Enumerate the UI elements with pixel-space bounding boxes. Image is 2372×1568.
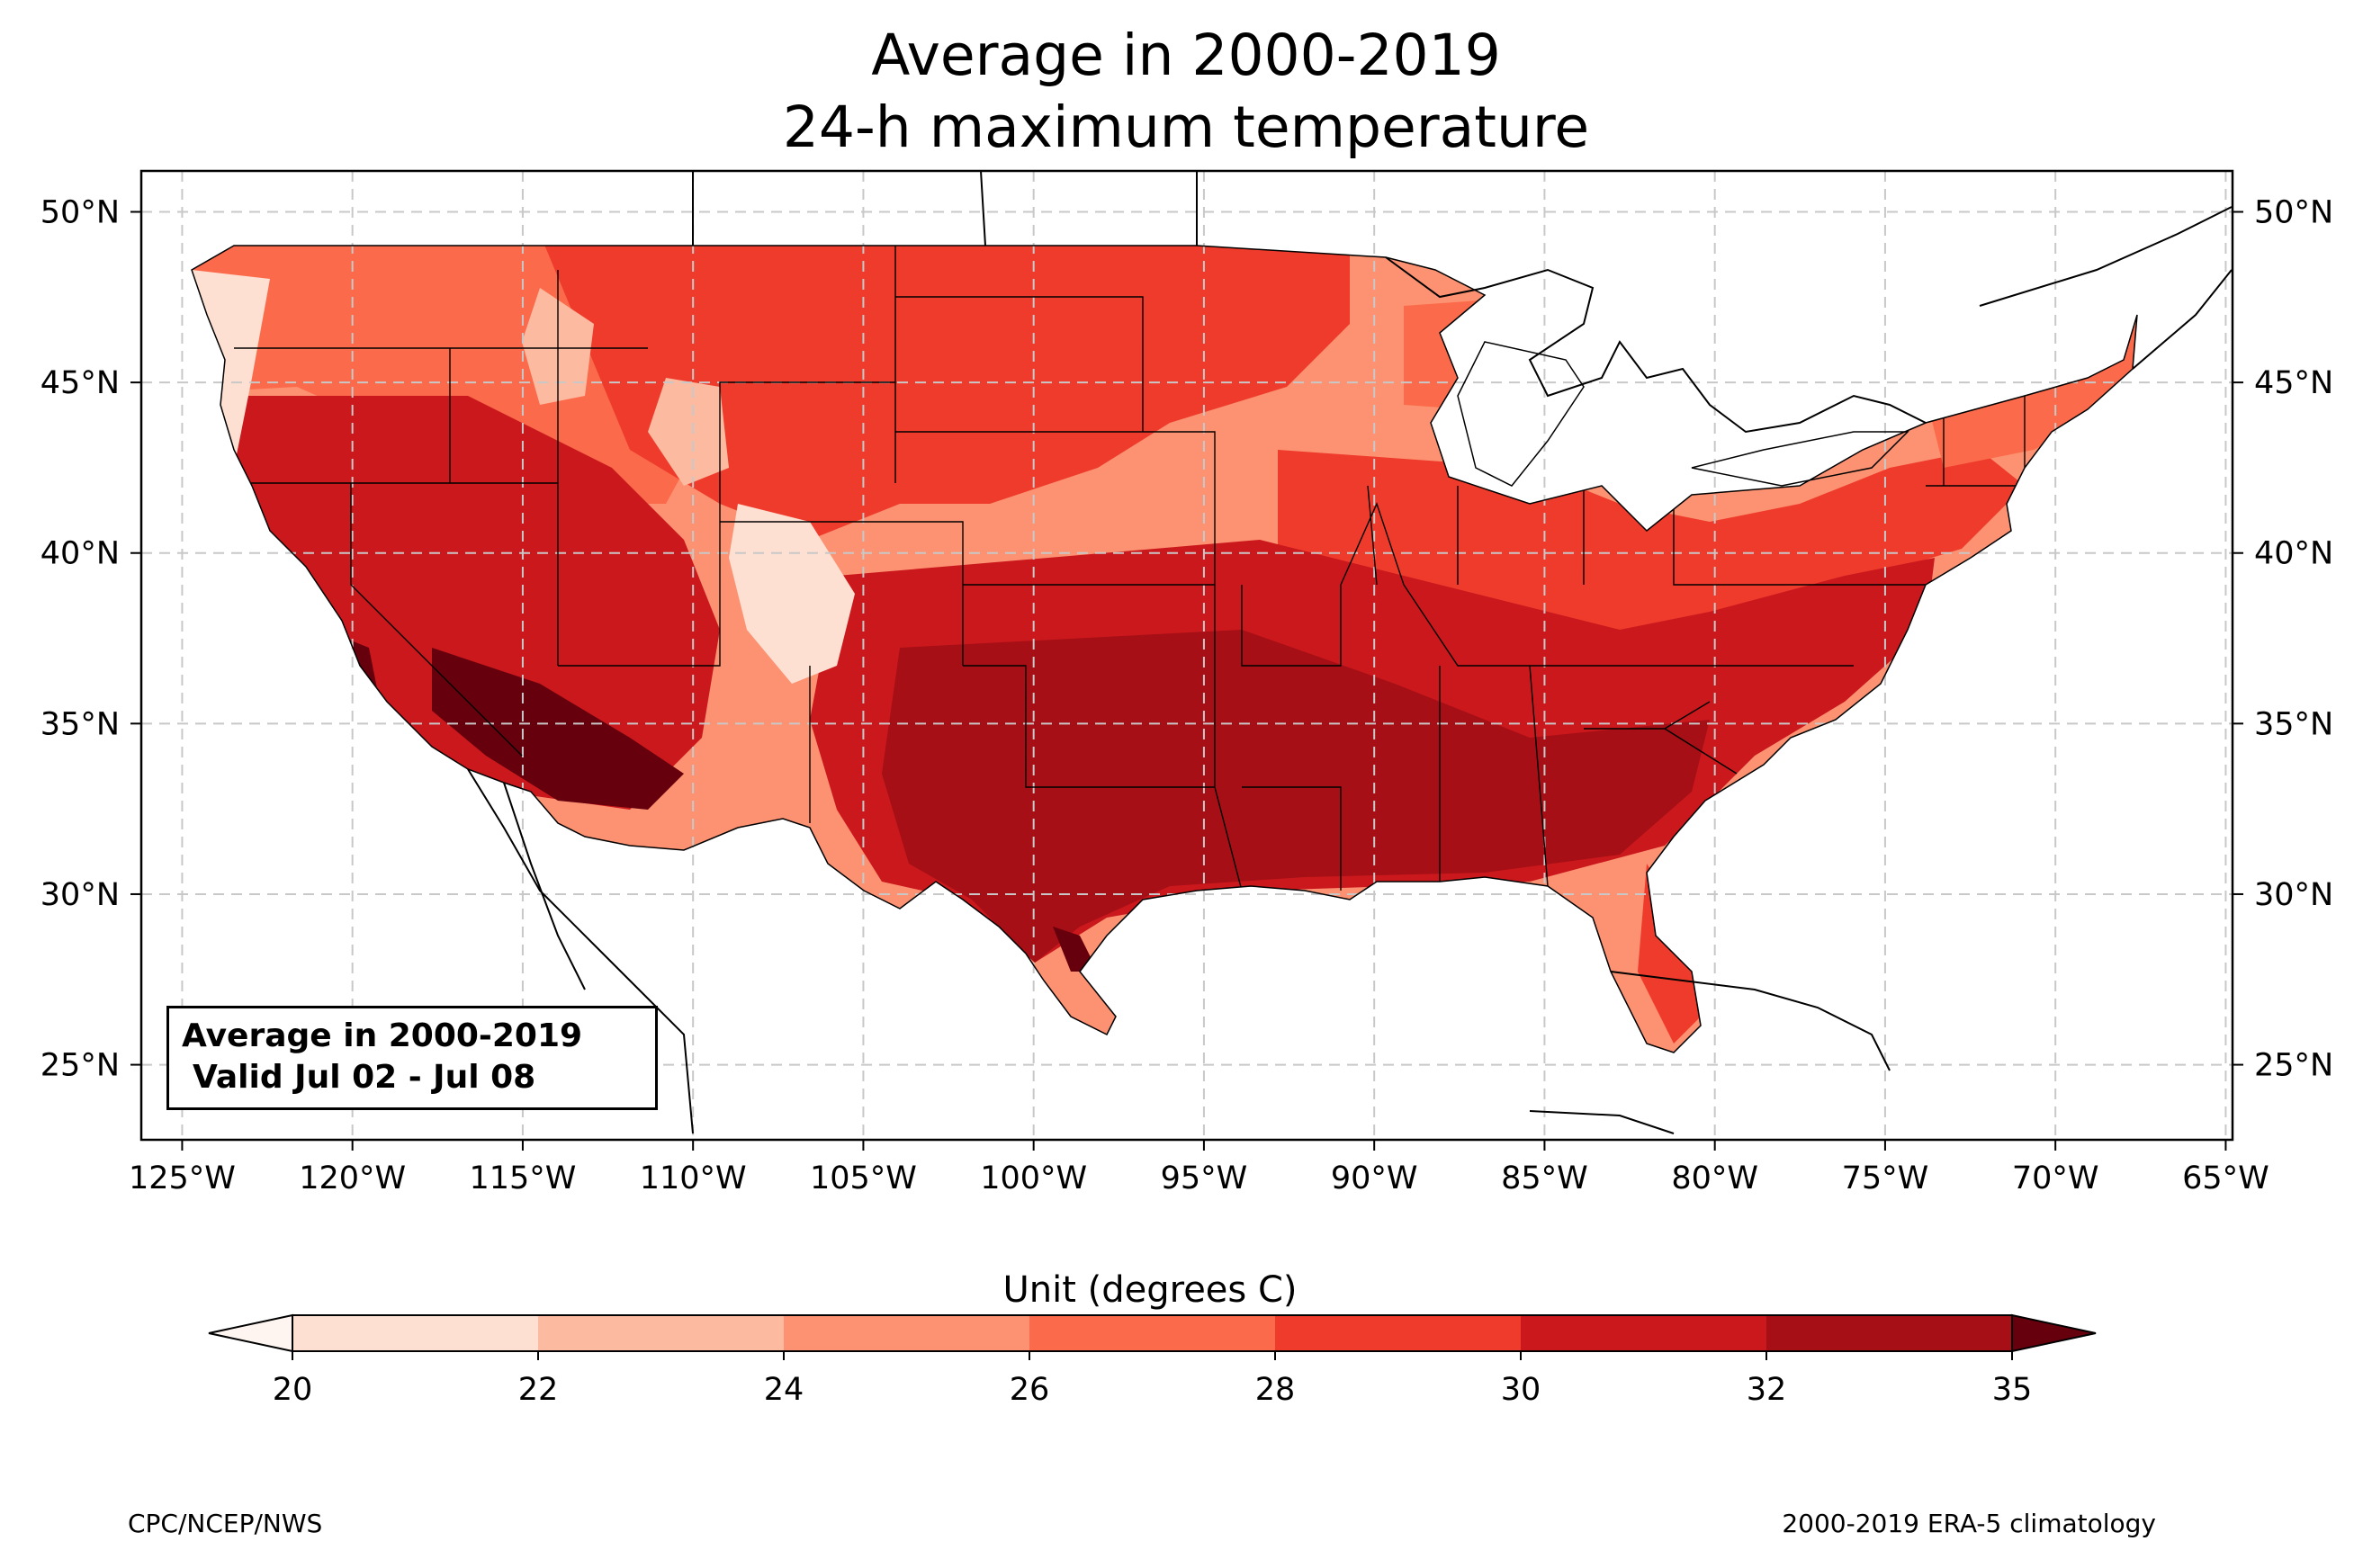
- map-frame: [139, 169, 2234, 1142]
- colorbar-segment: [1029, 1315, 1276, 1351]
- info-box-line2: Valid Jul 02 - Jul 08: [193, 1059, 536, 1096]
- latitude-label-right: 45°N: [2254, 365, 2333, 401]
- colorbar-title: Unit (degrees C): [1002, 1269, 1297, 1311]
- longitude-label: 85°W: [1501, 1160, 1588, 1196]
- colorbar-segment: [784, 1315, 1030, 1351]
- latitude-label-right: 25°N: [2254, 1048, 2333, 1084]
- colorbar-tick-label: 28: [1255, 1372, 1296, 1408]
- longitude-label: 105°W: [810, 1160, 917, 1196]
- latitude-label-left: 25°N: [40, 1048, 120, 1084]
- longitude-label: 90°W: [1331, 1160, 1418, 1196]
- longitude-labels: 125°W 120°W 115°W 110°W 105°W 100°W 95°W 90°W 85…: [129, 1140, 2269, 1196]
- colorbar-tick-label: 24: [764, 1372, 804, 1408]
- colorbar-segment: [1275, 1315, 1522, 1351]
- latitude-label-right: 50°N: [2254, 195, 2333, 231]
- colorbar-segment: [292, 1315, 539, 1351]
- colorbar-tick-label: 35: [1992, 1372, 2033, 1408]
- chart-title-line2: 24-h maximum temperature: [782, 94, 1590, 160]
- longitude-label: 95°W: [1161, 1160, 1248, 1196]
- colorbar-under-arrow: [208, 1313, 293, 1353]
- chart-title-line1: Average in 2000-2019: [871, 22, 1501, 88]
- colorbar-segment: [1521, 1315, 1767, 1351]
- credit-right: 2000-2019 ERA-5 climatology: [1782, 1509, 2156, 1538]
- latitude-label-left: 40°N: [40, 536, 120, 572]
- coastlines: [191, 171, 2233, 1134]
- longitude-label: 65°W: [2182, 1160, 2269, 1196]
- temp-band-28-30-north: [540, 246, 1350, 540]
- credit-left: CPC/NCEP/NWS: [128, 1509, 323, 1538]
- longitude-label: 70°W: [2012, 1160, 2099, 1196]
- longitude-label: 75°W: [1842, 1160, 1929, 1196]
- temp-band-22-24-wyoming: [648, 378, 729, 486]
- temp-band-over-35-desert: [432, 648, 684, 810]
- longitude-label: 120°W: [299, 1160, 406, 1196]
- latitude-label-right: 40°N: [2254, 536, 2333, 572]
- longitude-label: 80°W: [1671, 1160, 1758, 1196]
- colorbar-over-arrow: [2011, 1313, 2097, 1353]
- latitude-labels-right: 25°N 30°N 35°N 40°N 45°N 50°N: [2233, 195, 2333, 1084]
- latitude-label-left: 50°N: [40, 195, 120, 231]
- latitude-label-left: 45°N: [40, 365, 120, 401]
- info-box-line1: Average in 2000-2019: [182, 1017, 583, 1054]
- colorbar-tick-label: 30: [1501, 1372, 1541, 1408]
- latitude-label-right: 35°N: [2254, 706, 2333, 742]
- longitude-label: 125°W: [129, 1160, 236, 1196]
- colorbar-outline: [292, 1314, 2013, 1352]
- colorbar-tick-label: 22: [518, 1372, 559, 1408]
- info-box: Average in 2000-2019 Valid Jul 02 - Jul …: [166, 1006, 658, 1110]
- state-borders: [234, 246, 2062, 892]
- temp-band-over-35-south-texas: [1053, 927, 1098, 972]
- colorbar-segment: [538, 1315, 785, 1351]
- longitude-label: 110°W: [640, 1160, 747, 1196]
- temp-band-32-35-south: [882, 630, 1710, 963]
- longitude-label: 115°W: [469, 1160, 576, 1196]
- longitude-label: 100°W: [980, 1160, 1087, 1196]
- colorbar-tick-label: 32: [1747, 1372, 1787, 1408]
- latitude-label-left: 30°N: [40, 877, 120, 913]
- latitude-label-right: 30°N: [2254, 877, 2333, 913]
- colorbar-tick-label: 26: [1010, 1372, 1050, 1408]
- colorbar: Unit (degrees C) 20 22 24 26 28 30 32 35: [208, 1269, 2097, 1408]
- colorbar-tick-label: 20: [273, 1372, 313, 1408]
- temp-band-under-22-colorado: [729, 504, 855, 684]
- latitude-labels-left: 25°N 30°N 35°N 40°N 45°N 50°N: [40, 195, 141, 1084]
- colorbar-segment: [1766, 1315, 2013, 1351]
- latitude-label-left: 35°N: [40, 706, 120, 742]
